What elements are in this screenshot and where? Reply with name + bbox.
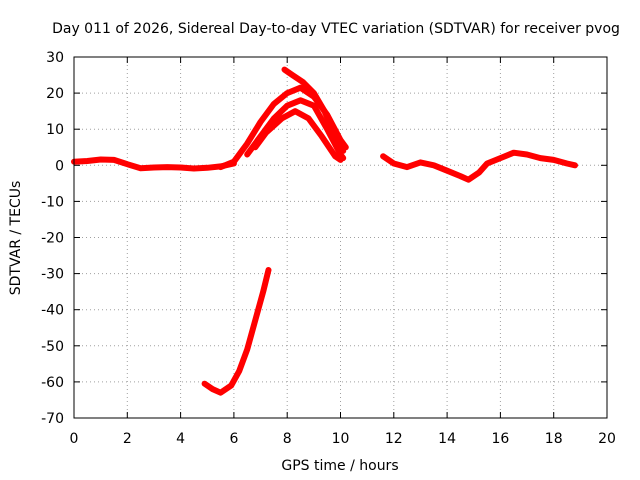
x-tick-label: 8 — [283, 431, 292, 447]
y-tick-label: -60 — [41, 375, 64, 391]
y-tick-label: -50 — [41, 339, 64, 355]
x-tick-label: 4 — [176, 431, 185, 447]
axis-ticks: 0 2 4 6 8 10 12 14 16 18 20 -70 -60 -50 -40 -30 -20 -10 0 1… — [41, 50, 616, 447]
series-line-afternoon — [380, 149, 578, 183]
x-tick-label: 12 — [385, 431, 403, 447]
y-tick-label: 0 — [55, 158, 64, 174]
series-line-daytime-lower — [252, 108, 344, 163]
x-tick-label: 10 — [332, 431, 350, 447]
y-tick-label: 20 — [46, 86, 64, 102]
x-axis-title: GPS time / hours — [281, 458, 398, 474]
series-line-night-dip — [201, 267, 272, 396]
y-tick-label: 30 — [46, 50, 64, 66]
y-axis-title: SDTVAR / TECUs — [8, 181, 24, 296]
x-tick-label: 2 — [123, 431, 132, 447]
x-tick-label: 0 — [70, 431, 79, 447]
x-tick-label: 14 — [438, 431, 456, 447]
series-line-baseline-morning — [71, 156, 237, 172]
series-line-daytime-peak — [281, 66, 347, 154]
y-tick-label: -10 — [41, 194, 64, 210]
y-tick-label: 10 — [46, 122, 64, 138]
y-tick-label: -20 — [41, 231, 64, 247]
grid-lines — [74, 57, 607, 418]
data-series — [71, 66, 578, 396]
x-tick-label: 16 — [491, 431, 509, 447]
y-tick-label: -70 — [41, 411, 64, 427]
x-tick-label: 18 — [545, 431, 563, 447]
chart-title: Day 011 of 2026, Sidereal Day-to-day VTE… — [52, 21, 620, 37]
y-tick-label: -30 — [41, 267, 64, 283]
y-tick-label: -40 — [41, 303, 64, 319]
x-tick-label: 6 — [229, 431, 238, 447]
x-tick-label: 20 — [598, 431, 616, 447]
